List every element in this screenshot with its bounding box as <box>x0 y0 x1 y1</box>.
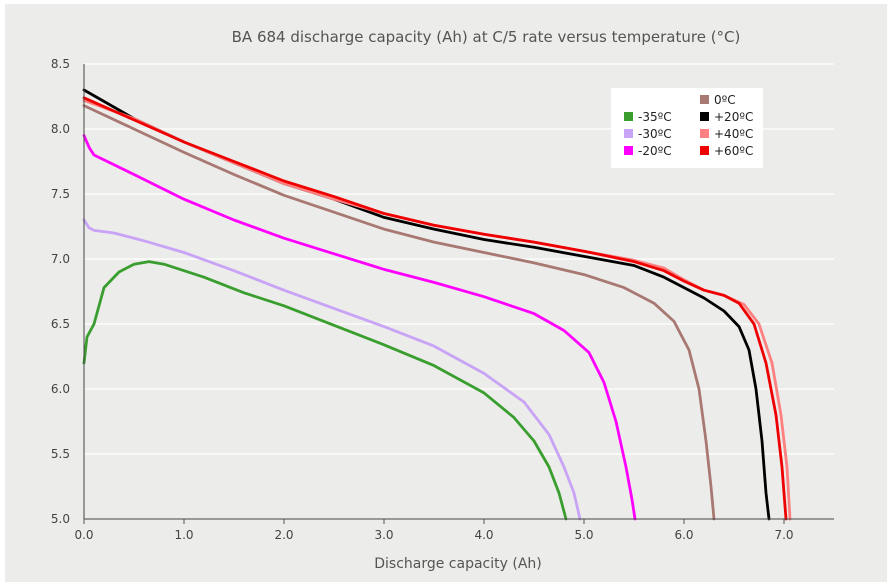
legend-swatch <box>700 146 709 155</box>
series-line <box>82 104 716 521</box>
legend-swatch <box>700 129 709 138</box>
legend-swatch <box>624 112 633 121</box>
x-tick-label: 7.0 <box>774 528 793 542</box>
x-tick-label: 6.0 <box>674 528 693 542</box>
chart-title: BA 684 discharge capacity (Ah) at C/5 ra… <box>232 28 741 46</box>
series-lines <box>82 88 792 521</box>
x-tick-label: 0.0 <box>74 528 93 542</box>
y-tick-label: 8.0 <box>51 122 70 136</box>
series-line <box>82 260 568 521</box>
y-tick-label: 8.5 <box>51 57 70 71</box>
x-tick-label: 1.0 <box>174 528 193 542</box>
y-tick-label: 6.0 <box>51 382 70 396</box>
y-tick-label: 5.0 <box>51 512 70 526</box>
x-tick-label: 2.0 <box>274 528 293 542</box>
series-line <box>82 134 637 521</box>
legend-swatch <box>700 95 709 104</box>
x-axis-label: Discharge capacity (Ah) <box>374 556 542 572</box>
legend-label: +20ºC <box>714 110 753 124</box>
y-tick-label: 7.5 <box>51 187 70 201</box>
x-tick-label: 3.0 <box>374 528 393 542</box>
legend-label: -35ºC <box>638 110 672 124</box>
legend-label: -20ºC <box>638 144 672 158</box>
x-tick-label: 5.0 <box>574 528 593 542</box>
legend-label: +60ºC <box>714 144 753 158</box>
y-tick-label: 7.0 <box>51 252 70 266</box>
x-tick-label: 4.0 <box>474 528 493 542</box>
x-axis-ticks: 0.0 1.0 2.0 3.0 4.0 5.0 6.0 7.0 <box>74 519 794 542</box>
series-line <box>82 218 582 521</box>
legend-label: 0ºC <box>714 93 736 107</box>
legend-label: +40ºC <box>714 127 753 141</box>
legend-swatch <box>700 112 709 121</box>
legend: -35ºC -30ºC -20ºC 0ºC +20ºC +40ºC +60ºC <box>611 88 763 168</box>
series-line <box>82 96 788 521</box>
legend-label: -30ºC <box>638 127 672 141</box>
y-tick-label: 5.5 <box>51 447 70 461</box>
legend-box <box>611 88 763 168</box>
y-tick-label: 6.5 <box>51 317 70 331</box>
y-axis-ticks: 5.0 5.5 6.0 6.5 7.0 7.5 8.0 8.5 <box>51 57 70 526</box>
legend-swatch <box>624 129 633 138</box>
legend-swatch <box>624 146 633 155</box>
